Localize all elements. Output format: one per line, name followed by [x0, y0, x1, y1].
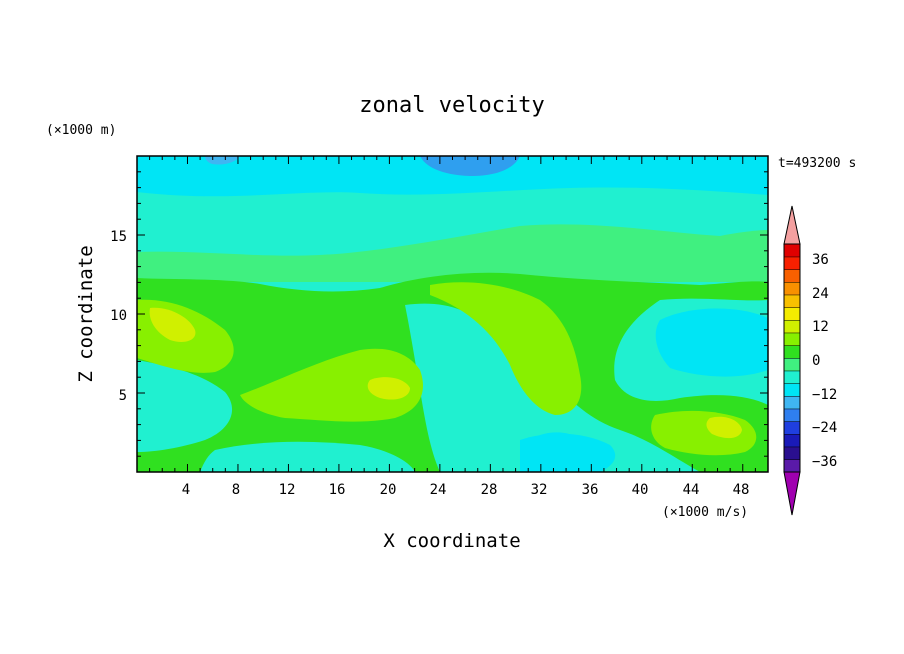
colorbar-label: −24 — [812, 420, 837, 436]
yellow-center — [367, 377, 410, 400]
y-axis-label: Z coordinate — [75, 245, 97, 382]
x-tick-label: 20 — [380, 482, 397, 498]
colorbar-segment — [783, 357, 801, 372]
y-unit-label: (×1000 m) — [46, 123, 116, 138]
lime-center-left — [240, 348, 423, 422]
chart-title: zonal velocity — [359, 93, 544, 118]
x-tick-label: 12 — [279, 482, 296, 498]
colorbar-over-arrow — [783, 205, 801, 245]
colorbar-label: −12 — [812, 387, 837, 403]
x-axis-label: X coordinate — [383, 530, 520, 552]
colorbar-segment — [783, 383, 801, 397]
top-layer-cyan — [137, 156, 768, 197]
colorbar-label: 36 — [812, 252, 829, 268]
y-tick-label: 15 — [110, 229, 127, 245]
x-tick-label: 4 — [182, 482, 190, 498]
yellow-right — [706, 416, 742, 439]
colorbar-segment — [783, 433, 801, 448]
colorbar-segment — [783, 243, 801, 258]
contour-field — [137, 156, 768, 472]
colorbar-label: 12 — [812, 319, 829, 335]
colorbar-segment — [783, 459, 801, 473]
colorbar-segment — [783, 319, 801, 334]
colorbar-segment — [783, 370, 801, 384]
colorbar-segment — [783, 281, 801, 296]
right-cyan-pool — [655, 308, 768, 377]
x-tick-labels: 4 8 12 16 20 24 28 32 36 40 44 48 — [182, 482, 750, 498]
x-tick-label: 48 — [733, 482, 750, 498]
top-blue-patch — [420, 156, 520, 176]
y-tick-label: 10 — [110, 308, 127, 324]
top-left-blue-patch — [205, 156, 240, 165]
colorbar-label: 0 — [812, 353, 820, 369]
colorbar-segment — [783, 256, 801, 270]
x-tick-label: 16 — [329, 482, 346, 498]
colorbar-segment — [783, 395, 801, 410]
colorbar: 36 24 12 0 −12 −24 −36 — [783, 205, 837, 516]
x-tick-label: 36 — [582, 482, 599, 498]
center-cyan-gap — [405, 303, 507, 472]
cyan-bottom-spot — [538, 432, 582, 454]
y-tick-label: 5 — [119, 388, 127, 404]
axis-ticks — [137, 156, 768, 472]
green-region — [137, 272, 768, 472]
colorbar-label: 24 — [812, 286, 829, 302]
colorbar-label: −36 — [812, 454, 837, 470]
colorbar-segment — [783, 408, 801, 422]
x-tick-label: 40 — [632, 482, 649, 498]
left-cyan-pool — [137, 360, 233, 452]
colorbar-frame — [783, 243, 801, 473]
colorbar-segment — [783, 307, 801, 321]
colorbar-segments — [783, 243, 801, 473]
colorbar-segment — [783, 332, 801, 346]
colorbar-segment — [783, 294, 801, 308]
bottom-cyan-band — [200, 441, 415, 472]
colorbar-segment — [783, 345, 801, 359]
x-tick-label: 28 — [481, 482, 498, 498]
x-tick-label: 8 — [232, 482, 240, 498]
lime-upper-right — [430, 282, 582, 415]
colorbar-segment — [783, 446, 801, 460]
y-tick-labels: 5 10 15 — [110, 229, 127, 404]
x-tick-label: 32 — [531, 482, 548, 498]
yellow-left — [149, 307, 196, 342]
upper-mid-band — [137, 224, 768, 282]
x-tick-label: 44 — [683, 482, 700, 498]
time-label: t=493200 s — [778, 156, 856, 171]
colorbar-segment — [783, 269, 801, 283]
x-unit-label: (×1000 m/s) — [662, 505, 748, 520]
x-tick-label: 24 — [430, 482, 447, 498]
colorbar-segment — [783, 421, 801, 435]
colorbar-under-arrow — [783, 471, 801, 516]
